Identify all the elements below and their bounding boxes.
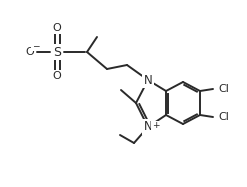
Text: N: N — [144, 120, 152, 134]
Text: S: S — [53, 45, 61, 59]
Text: +: + — [152, 122, 160, 131]
Text: Cl: Cl — [218, 84, 229, 94]
Text: N: N — [144, 73, 152, 87]
Text: O: O — [26, 47, 34, 57]
Text: Cl: Cl — [218, 112, 229, 122]
Text: O: O — [53, 71, 61, 81]
Text: −: − — [32, 42, 40, 50]
Text: O: O — [53, 23, 61, 33]
